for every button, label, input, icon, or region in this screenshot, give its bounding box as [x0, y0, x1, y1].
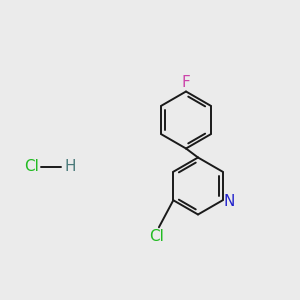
- Text: Cl: Cl: [149, 229, 164, 244]
- Text: H: H: [64, 159, 76, 174]
- Text: Cl: Cl: [24, 159, 39, 174]
- Text: F: F: [182, 75, 190, 90]
- Text: N: N: [224, 194, 235, 209]
